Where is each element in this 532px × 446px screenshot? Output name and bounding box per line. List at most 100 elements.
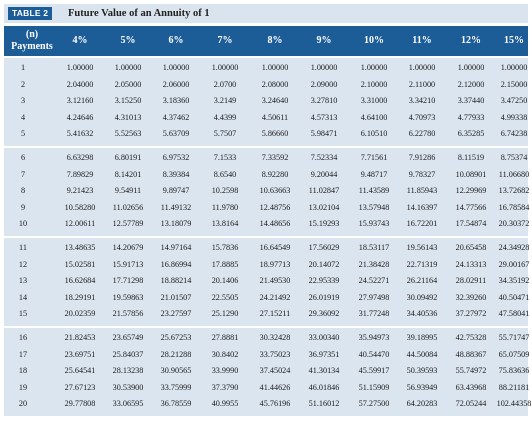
payment-period-cell: 2 [20,79,26,89]
future-value-cell: 27.8881 [211,333,239,342]
future-value-cell: 23.65749 [112,333,144,342]
future-value-cell: 2.05000 [114,79,142,89]
future-value-cell: 22.5505 [211,292,239,302]
payment-period-cell: 6 [20,153,26,162]
future-value-cell: 27.67123 [64,382,96,392]
future-value-cell: 20.1406 [211,276,239,286]
payments-header-label: Payments [11,41,53,52]
future-value-cell: 9.48717 [360,169,388,179]
future-value-cell: 24.52271 [358,276,390,286]
future-value-cell: 37.27972 [455,309,487,319]
rate-header: 8% [267,35,283,46]
future-value-cell: 24.34928 [498,243,530,252]
future-value-cell: 28.02911 [455,276,487,286]
future-value-cell: 18.88214 [160,276,192,286]
future-value-cell: 28.21288 [160,349,192,359]
future-value-cell: 4.99338 [500,112,528,122]
rate-header: 5% [120,35,136,46]
future-value-cell: 1.00000 [162,63,190,72]
payment-period-cell: 19 [18,382,28,392]
future-value-cell: 11.85943 [406,186,438,196]
row-group [4,328,528,416]
future-value-cell: 65.07509 [498,349,530,359]
future-value-cell: 29.77808 [64,399,96,409]
future-value-cell: 55.71747 [498,333,530,342]
future-value-cell: 10.2598 [211,186,239,196]
payment-period-cell: 17 [18,349,28,359]
future-value-cell: 32.39260 [455,292,487,302]
future-value-cell: 18.29191 [64,292,96,302]
future-value-cell: 18.53117 [358,243,390,252]
future-value-cell: 10.58280 [64,202,96,212]
future-value-cell: 1.00000 [360,63,388,72]
payment-period-cell: 13 [18,276,28,286]
future-value-cell: 3.31000 [360,96,388,106]
future-value-cell: 14.48656 [259,219,291,229]
future-value-cell: 19.59863 [112,292,144,302]
rate-header: 11% [412,35,432,46]
future-value-cell: 31.77248 [358,309,390,319]
future-value-cell: 7.89829 [66,169,94,179]
future-value-cell: 14.20679 [112,243,144,252]
future-value-cell: 4.31013 [114,112,142,122]
future-value-cell: 9.21423 [66,186,94,196]
future-value-cell: 1.00000 [500,63,528,72]
future-value-cell: 2.04000 [66,79,94,89]
future-value-cell: 4.24646 [66,112,94,122]
payment-period-cell: 7 [20,169,26,179]
future-value-cell: 8.11519 [457,153,485,162]
future-value-cell: 3.24640 [261,96,289,106]
future-value-cell: 3.27810 [310,96,338,106]
future-value-cell: 45.76196 [259,399,291,409]
future-value-cell: 7.91286 [408,153,436,162]
future-value-cell: 21.49530 [259,276,291,286]
future-value-cell: 7.71561 [360,153,388,162]
future-value-cell: 36.78559 [160,399,192,409]
future-value-cell: 30.09492 [406,292,438,302]
future-value-cell: 2.15000 [500,79,528,89]
future-value-cell: 12.29969 [455,186,487,196]
rate-header: 10% [364,35,384,46]
future-value-cell: 6.97532 [162,153,190,162]
rate-header: 7% [217,35,233,46]
future-value-cell: 41.44626 [259,382,291,392]
future-value-cell: 33.06595 [112,399,144,409]
future-value-cell: 14.97164 [160,243,192,252]
future-value-cell: 11.02847 [308,186,340,196]
future-value-cell: 23.27597 [160,309,192,319]
future-value-cell: 37.45024 [259,366,291,376]
future-value-cell: 6.22780 [408,129,436,139]
future-value-cell: 25.67253 [160,333,192,342]
future-value-cell: 15.93743 [358,219,390,229]
future-value-cell: 5.7507 [213,129,237,139]
future-value-cell: 88.21181 [498,382,530,392]
future-value-cell: 15.02581 [64,259,96,269]
payment-period-cell: 15 [18,309,28,319]
future-value-cell: 1.00000 [211,63,239,72]
future-value-cell: 2.12000 [457,79,485,89]
future-value-cell: 35.94973 [358,333,390,342]
payment-period-cell: 20 [18,399,28,409]
payment-period-cell: 18 [18,366,28,376]
payment-period-cell: 8 [20,186,26,196]
future-value-cell: 12.00611 [64,219,96,229]
future-value-cell: 11.06680 [498,169,530,179]
future-value-cell: 102.44358 [496,399,532,409]
future-value-cell: 5.63709 [162,129,190,139]
future-value-cell: 4.77933 [457,112,485,122]
future-value-cell: 1.00000 [310,63,338,72]
future-value-cell: 44.50084 [406,349,438,359]
future-value-cell: 6.74238 [500,129,528,139]
future-value-cell: 56.93949 [406,382,438,392]
future-value-cell: 25.84037 [112,349,144,359]
future-value-cell: 6.35285 [457,129,485,139]
future-value-cell: 21.57856 [112,309,144,319]
future-value-cell: 11.49132 [160,202,192,212]
rate-header: 6% [168,35,184,46]
future-value-cell: 24.21492 [259,292,291,302]
future-value-cell: 17.54874 [455,219,487,229]
future-value-cell: 15.91713 [112,259,144,269]
future-value-cell: 45.59917 [358,366,390,376]
payment-period-cell: 3 [20,96,26,106]
